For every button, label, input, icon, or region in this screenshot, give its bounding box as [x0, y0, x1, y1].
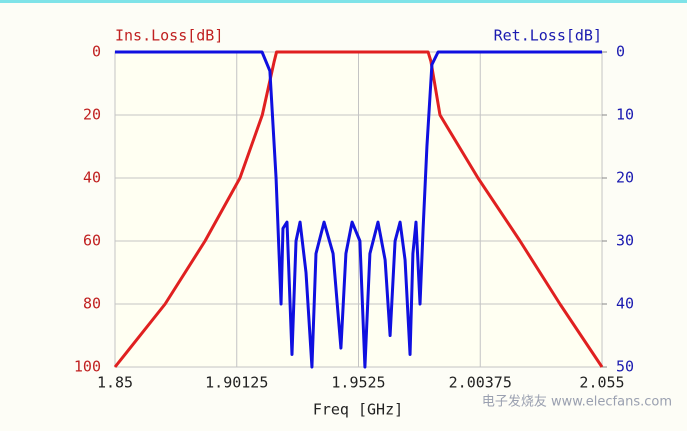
- y2-tick-label: 40: [616, 295, 634, 313]
- x-tick-label: 2.055: [579, 374, 624, 392]
- series-line: [113, 50, 604, 368]
- y2-tick-label: 10: [616, 106, 634, 124]
- y2-tick-label: 30: [616, 232, 634, 250]
- x-tick-label: 2.00375: [449, 374, 512, 392]
- x-tick-label: 1.90125: [205, 374, 268, 392]
- y-axis-label: Ins.Loss[dB]: [115, 27, 223, 45]
- y-tick-label: 60: [83, 232, 101, 250]
- y2-axis-label: Ret.Loss[dB]: [494, 27, 602, 45]
- y-tick-label: 40: [83, 169, 101, 187]
- top-border: [0, 0, 687, 3]
- y-tick-label: 0: [92, 43, 101, 61]
- watermark: 电子发烧友 www.elecfans.com: [482, 394, 672, 410]
- y2-tick-label: 20: [616, 169, 634, 187]
- y-tick-label: 20: [83, 106, 101, 124]
- y-tick-label: 80: [83, 295, 101, 313]
- x-tick-label: 1.9525: [331, 374, 385, 392]
- x-tick-label: 1.85: [97, 374, 133, 392]
- series-line: [115, 50, 602, 369]
- y2-tick-label: 0: [616, 43, 625, 61]
- y2-tick-label: 50: [616, 358, 634, 376]
- y-tick-label: 100: [74, 358, 101, 376]
- x-axis-label: Freq [GHz]: [313, 401, 403, 419]
